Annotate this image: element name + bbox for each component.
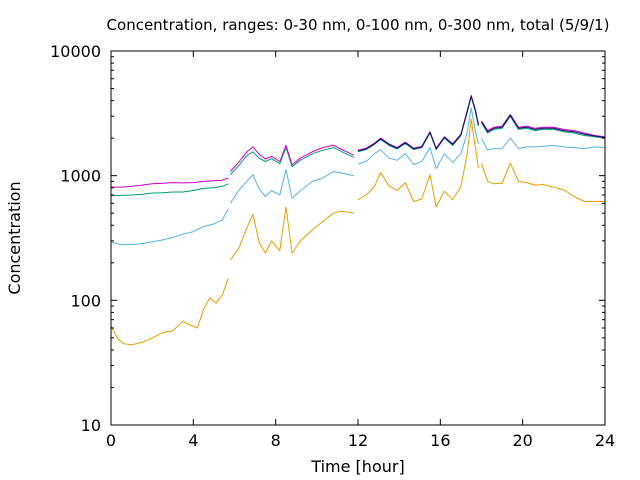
x-tick-label: 0: [106, 431, 116, 450]
y-axis: 10 100 1000 10000: [50, 42, 605, 435]
x-tick-label: 24: [595, 431, 615, 450]
x-tick-label: 20: [512, 431, 532, 450]
series-3-line-segment-1: [230, 144, 355, 172]
plot-frame: [110, 50, 606, 426]
y-tick-label: 10000: [50, 42, 101, 61]
series-2-line-segment-3: [481, 115, 606, 139]
x-tick-label: 16: [430, 431, 450, 450]
series-1-line-segment-2: [357, 107, 479, 170]
chart-title: Concentration, ranges: 0-30 nm, 0-100 nm…: [107, 16, 610, 34]
series-3-line-segment-3: [481, 113, 606, 138]
x-tick-label: 12: [348, 431, 368, 450]
series-2: [110, 96, 606, 197]
x-tick-label: 4: [188, 431, 198, 450]
series-3-line-segment-0: [111, 177, 229, 188]
series-0-line-segment-2: [357, 118, 479, 208]
series-0: [110, 118, 605, 346]
plot-series: [110, 94, 606, 346]
y-axis-label: Concentration: [5, 181, 24, 294]
series-4-line-segment-2: [357, 95, 479, 152]
series-0-line-segment-3: [481, 162, 605, 202]
series-1-line-segment-1: [229, 169, 355, 204]
series-0-line-segment-1: [229, 206, 354, 261]
series-2-line-segment-0: [110, 183, 229, 197]
series-2-line-segment-2: [357, 96, 479, 153]
series-4-line-segment-3: [481, 114, 606, 139]
y-tick-label: 100: [70, 291, 101, 310]
x-axis: 0 4 8 12 16 20 24: [106, 51, 615, 450]
series-4: [357, 95, 606, 152]
x-tick-label: 8: [271, 431, 281, 450]
series-1: [110, 107, 606, 246]
y-tick-label: 1000: [60, 167, 101, 186]
series-2-line-segment-1: [230, 147, 355, 175]
series-0-line-segment-0: [110, 278, 229, 346]
series-3: [111, 94, 606, 188]
x-axis-label: Time [hour]: [310, 457, 404, 476]
series-1-line-segment-0: [110, 208, 229, 246]
y-tick-label: 10: [81, 416, 101, 435]
series-1-line-segment-3: [481, 137, 606, 151]
